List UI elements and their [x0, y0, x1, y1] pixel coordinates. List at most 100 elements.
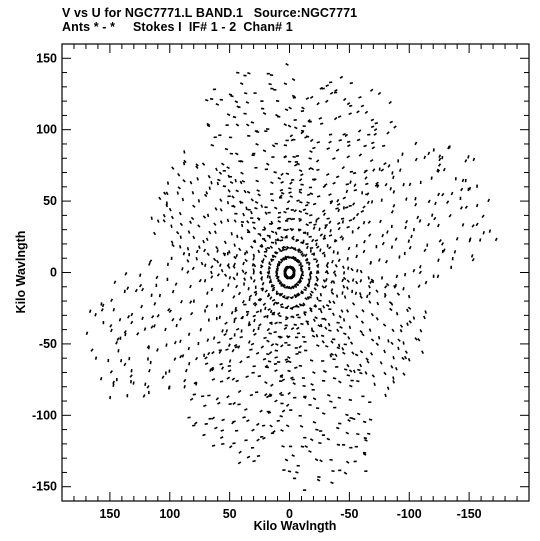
- uv-point: [298, 279, 303, 283]
- uv-point: [394, 283, 397, 288]
- uv-point: [267, 411, 272, 414]
- uv-point: [305, 320, 309, 323]
- uv-point: [233, 317, 238, 321]
- uv-point: [149, 360, 152, 365]
- uv-point: [247, 208, 251, 211]
- uv-point: [305, 261, 310, 264]
- uv-point: [228, 175, 233, 178]
- uv-point: [315, 242, 318, 247]
- uv-point: [340, 217, 345, 220]
- uv-point: [297, 351, 302, 354]
- uv-point: [232, 295, 236, 299]
- uv-point: [308, 450, 312, 453]
- uv-point: [270, 220, 274, 225]
- uv-point: [294, 347, 298, 349]
- uv-point: [424, 280, 428, 285]
- uv-point: [206, 124, 211, 128]
- uv-point: [330, 280, 334, 284]
- uv-point: [204, 422, 208, 425]
- uv-point: [233, 343, 238, 347]
- uv-point: [283, 155, 287, 159]
- uv-point: [181, 267, 184, 271]
- uv-point: [321, 379, 326, 382]
- uv-point: [249, 348, 253, 351]
- uv-point: [289, 246, 293, 250]
- uv-point: [471, 257, 475, 262]
- uv-point: [237, 403, 241, 406]
- uv-point: [204, 309, 206, 313]
- uv-point: [321, 340, 325, 344]
- uv-point: [212, 257, 217, 262]
- uv-point: [274, 239, 279, 241]
- uv-point: [222, 185, 227, 188]
- uv-point: [171, 166, 175, 170]
- uv-point: [310, 270, 313, 275]
- uv-point: [398, 255, 401, 259]
- uv-point: [412, 268, 416, 273]
- uv-point: [277, 115, 281, 118]
- uv-point: [268, 278, 273, 283]
- uv-point: [341, 278, 345, 283]
- uv-point: [414, 337, 418, 341]
- uv-point: [332, 250, 335, 254]
- uv-point: [339, 235, 343, 239]
- uv-point: [173, 357, 177, 361]
- uv-point: [298, 218, 303, 223]
- uv-point: [315, 245, 320, 249]
- uv-point: [450, 265, 453, 269]
- y-tick-label: -100: [32, 408, 57, 422]
- uv-point: [239, 180, 243, 185]
- uv-point: [338, 422, 342, 425]
- uv-point: [207, 394, 211, 397]
- uv-point: [276, 268, 279, 272]
- uv-point: [181, 354, 185, 358]
- uv-point: [309, 292, 313, 297]
- uv-point: [253, 318, 256, 323]
- uv-point: [291, 218, 296, 220]
- uv-point: [459, 206, 463, 210]
- uv-point: [263, 336, 267, 340]
- uv-point: [298, 188, 303, 191]
- uv-point: [300, 273, 305, 277]
- uv-point: [245, 310, 250, 313]
- uv-point: [342, 133, 346, 136]
- uv-point: [244, 408, 248, 411]
- uv-point: [382, 323, 387, 327]
- uv-point: [405, 219, 409, 224]
- uv-point: [343, 206, 345, 210]
- uv-point: [248, 321, 251, 325]
- uv-point: [202, 239, 205, 244]
- uv-point: [416, 215, 420, 220]
- uv-point: [464, 205, 468, 209]
- uv-point: [332, 377, 337, 380]
- uv-point: [109, 324, 113, 328]
- uv-point: [252, 365, 256, 368]
- uv-point: [393, 285, 396, 289]
- uv-point: [309, 150, 313, 154]
- uv-point: [233, 262, 236, 267]
- uv-point: [235, 253, 239, 258]
- uv-point: [230, 232, 233, 236]
- uv-point: [270, 193, 274, 195]
- x-tick-label: 100: [159, 507, 180, 521]
- uv-point: [349, 384, 353, 388]
- uv-point: [348, 219, 353, 222]
- uv-point: [312, 202, 317, 206]
- uv-point: [245, 375, 249, 379]
- uv-point: [126, 286, 130, 291]
- uv-point: [210, 270, 213, 275]
- uv-point: [317, 324, 321, 328]
- uv-point: [233, 333, 236, 337]
- uv-point: [386, 131, 390, 135]
- uv-point: [269, 424, 273, 428]
- uv-point: [285, 255, 290, 259]
- uv-point: [269, 245, 274, 249]
- uv-point: [148, 262, 151, 266]
- uv-point: [143, 327, 147, 331]
- uv-point: [254, 292, 258, 297]
- uv-point: [232, 420, 236, 423]
- uv-point: [345, 309, 350, 313]
- uv-point: [268, 261, 271, 265]
- uv-point: [309, 274, 312, 278]
- uv-point: [434, 201, 437, 206]
